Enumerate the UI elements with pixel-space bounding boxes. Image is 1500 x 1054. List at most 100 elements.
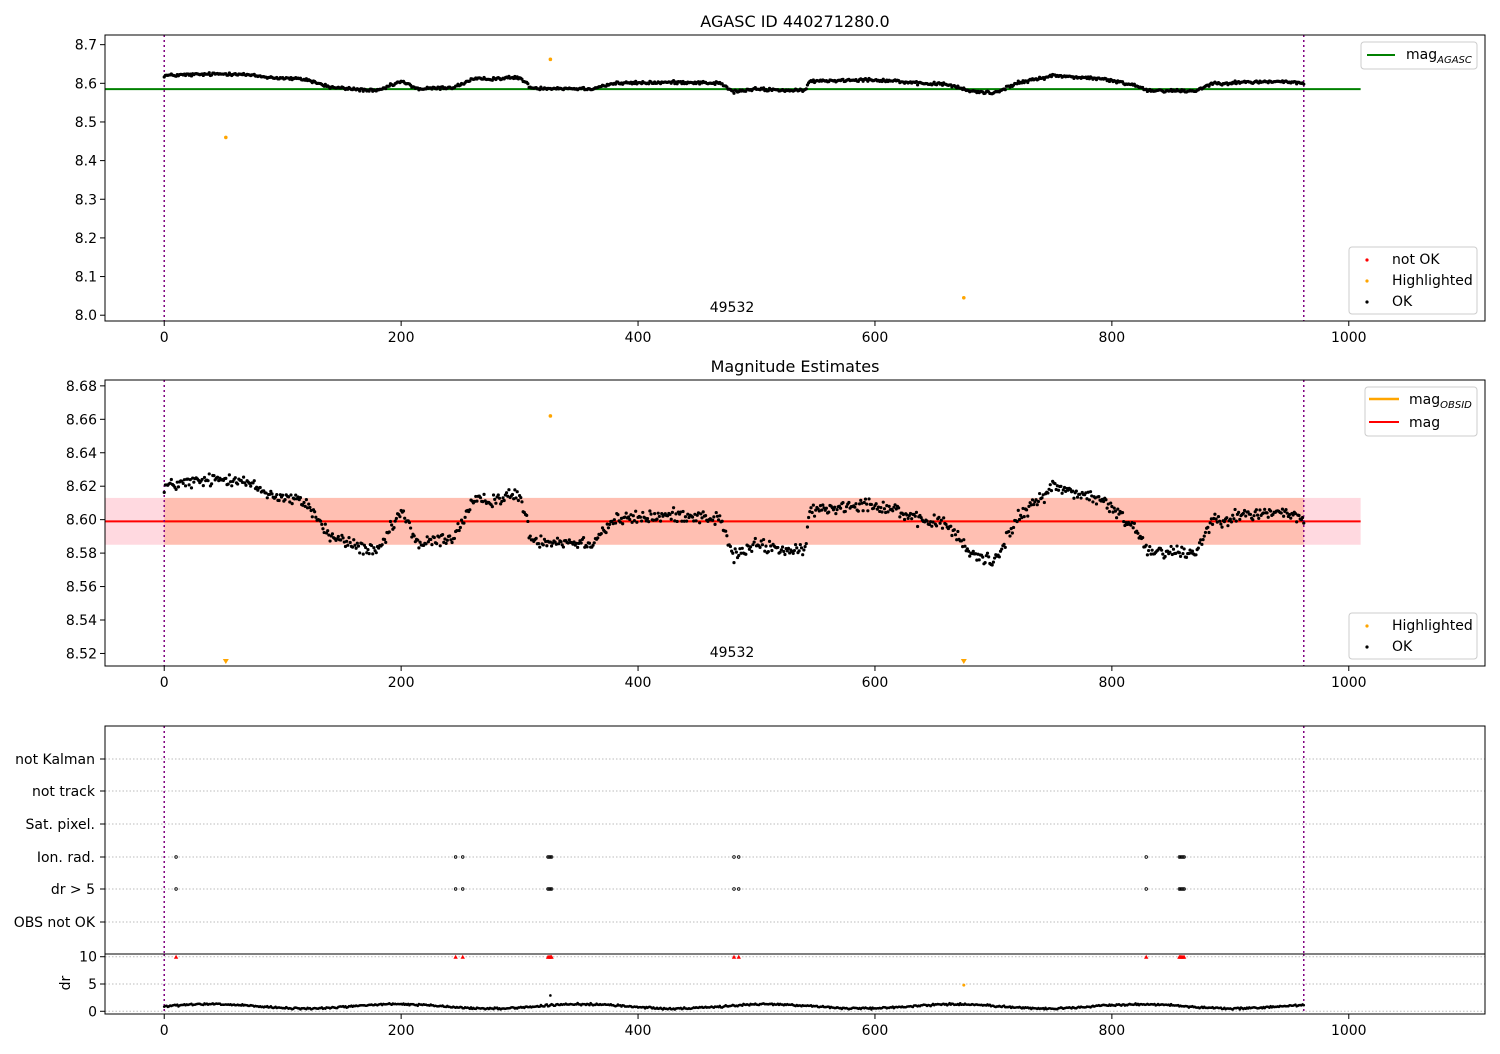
- p2-ok-point: [528, 534, 532, 538]
- p2-ok-point: [392, 525, 396, 530]
- p2-ok-point: [940, 526, 945, 530]
- p2-ok-point: [1251, 518, 1255, 522]
- p2-ok-point: [417, 546, 421, 550]
- p2-ok-point: [738, 547, 742, 551]
- p2-ok-point: [310, 515, 314, 519]
- p2-ok-point: [1163, 554, 1167, 559]
- p2-ok-point: [898, 515, 902, 519]
- p3-flag-point: [461, 855, 465, 859]
- p2-ok-point: [188, 478, 192, 482]
- p2-ytick-label: 8.62: [66, 479, 97, 495]
- p2-ok-point: [793, 542, 798, 547]
- p2-ok-point: [1072, 496, 1076, 500]
- p2-ok-point: [656, 511, 660, 515]
- p2-ok-point: [712, 515, 716, 519]
- p2-ok-point: [902, 517, 907, 522]
- p2-ok-point: [613, 521, 618, 525]
- p2-ok-point: [350, 545, 355, 549]
- panel2-obsid-label: 49532: [710, 645, 755, 661]
- p2-ok-point: [867, 497, 871, 501]
- p2-ok-point: [169, 477, 173, 482]
- p2-ok-point: [990, 563, 994, 567]
- p2-ok-point: [353, 543, 357, 547]
- p3-flag-point: [174, 855, 178, 859]
- p2-ok-point: [1266, 515, 1270, 519]
- p2-ok-point: [440, 532, 445, 537]
- p2-ok-point: [449, 538, 453, 542]
- p2-ok-point: [483, 499, 487, 503]
- p4-dr-point: [545, 1003, 549, 1006]
- p2-ok-point: [612, 518, 616, 522]
- p1-ok-point: [207, 71, 211, 75]
- p1-xtick-label: 600: [862, 330, 889, 346]
- p2-ok-point: [294, 493, 298, 497]
- p2-ok-point: [549, 544, 554, 548]
- p2-ok-point: [175, 480, 179, 484]
- p2-ok-point: [382, 537, 387, 542]
- p2-ok-point: [493, 497, 497, 501]
- p2-ok-point: [339, 538, 343, 542]
- p2-ok-point: [240, 480, 245, 484]
- p2-ok-point: [725, 534, 729, 538]
- p2-ok-point: [1105, 506, 1109, 510]
- p4-xtick-label: 400: [625, 1023, 652, 1039]
- p2-ok-point: [183, 484, 188, 488]
- p2-ok-point: [913, 514, 917, 518]
- p2-ok-point: [572, 540, 576, 544]
- p2-ok-point: [668, 512, 672, 516]
- p2-ok-point: [1085, 497, 1089, 501]
- p2-ok-point: [1117, 512, 1121, 516]
- p2-ok-point: [432, 535, 436, 540]
- p2-ok-point: [1226, 524, 1230, 528]
- p2-ok-point: [927, 522, 932, 527]
- p2-ok-point: [1040, 496, 1044, 500]
- p2-ok-point: [720, 519, 724, 523]
- p2-ok-point: [292, 497, 297, 501]
- p1-highlighted-point: [961, 296, 966, 300]
- p2-ok-point: [1161, 552, 1165, 556]
- p2-ok-point: [1284, 507, 1288, 512]
- p4-clipped-marker: [1181, 954, 1187, 959]
- p1-ok-point: [1302, 82, 1306, 86]
- p2-ok-point: [448, 534, 452, 538]
- p2-ok-point: [366, 548, 370, 552]
- p2-ok-point: [1075, 495, 1080, 499]
- p2-ok-point: [1113, 509, 1118, 513]
- p2-ok-point: [651, 518, 656, 522]
- p2-ok-point: [371, 552, 375, 556]
- p2-ok-point: [657, 514, 661, 519]
- p2-ok-point: [618, 520, 622, 524]
- p2-ok-point: [737, 553, 741, 558]
- p2-ok-point: [1282, 514, 1286, 518]
- p2-ok-point: [1030, 498, 1035, 502]
- p2-ok-point: [369, 543, 374, 548]
- p2-ok-point: [201, 484, 205, 488]
- p2-ok-point: [228, 480, 233, 484]
- p2-ok-point: [1008, 534, 1012, 538]
- p2-ok-point: [243, 481, 247, 485]
- p2-ok-point: [287, 495, 291, 499]
- p2-ok-point: [200, 477, 204, 482]
- p2-ok-point: [1242, 508, 1247, 513]
- p2-ok-point: [1131, 526, 1135, 530]
- p2-ok-point: [398, 515, 402, 519]
- p1-xtick-label: 400: [625, 330, 652, 346]
- p2-ok-point: [561, 545, 566, 549]
- p2-ok-point: [1289, 516, 1293, 520]
- p1-ok-point: [1233, 79, 1237, 83]
- p1-ytick-label: 8.4: [75, 154, 97, 170]
- p2-ok-point: [983, 561, 987, 565]
- p2-ok-point: [931, 520, 935, 524]
- p2-ok-point: [695, 513, 699, 517]
- p2-ok-point: [1182, 547, 1186, 551]
- p2-ok-point: [1231, 513, 1235, 517]
- p2-ok-point: [1027, 504, 1031, 508]
- p2-ok-point: [797, 549, 801, 553]
- p2-ok-point: [1032, 502, 1036, 507]
- p2-ok-point: [1291, 513, 1295, 517]
- p2-ok-point: [1010, 531, 1014, 535]
- p2-ok-point: [227, 473, 231, 477]
- p2-ok-point: [942, 516, 946, 520]
- p1-ytick-label: 8.1: [75, 270, 97, 286]
- p2-ok-point: [340, 533, 344, 537]
